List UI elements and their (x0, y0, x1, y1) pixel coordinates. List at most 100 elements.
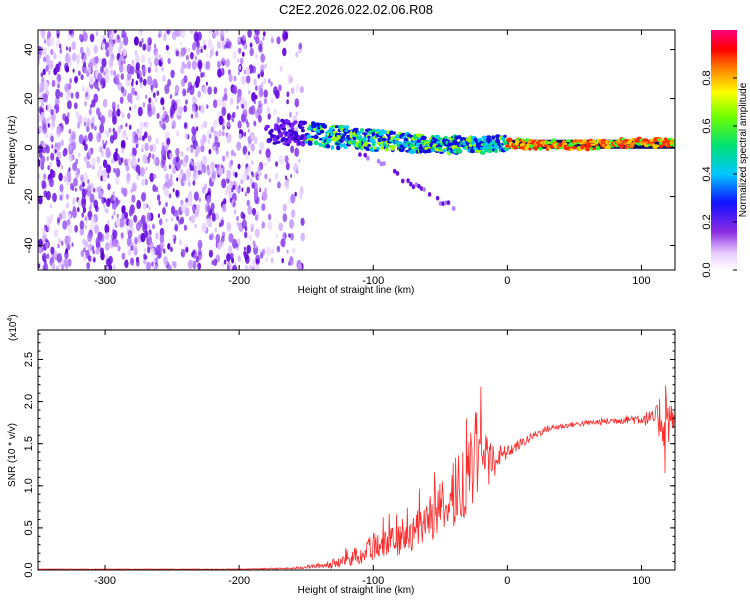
noise-speckle (142, 135, 145, 142)
signal-cell (278, 132, 284, 137)
noise-speckle (153, 265, 158, 270)
noise-speckle (39, 151, 43, 159)
noise-speckle (195, 171, 199, 179)
noise-speckle (154, 57, 159, 67)
noise-speckle (242, 51, 245, 57)
noise-speckle (99, 146, 103, 153)
noise-speckle (175, 155, 180, 164)
noise-speckle (225, 30, 228, 34)
spectrogram-xtick-label: -300 (94, 275, 116, 287)
noise-speckle (213, 119, 218, 129)
noise-speckle (142, 102, 146, 108)
noise-speckle (139, 30, 143, 37)
signal-cell (594, 142, 599, 145)
noise-speckle (174, 91, 177, 97)
noise-speckle (130, 188, 133, 194)
noise-speckle (226, 133, 232, 144)
noise-speckle (248, 90, 251, 95)
noise-speckle (107, 173, 110, 179)
noise-speckle (147, 103, 152, 112)
branch-cell (366, 155, 370, 161)
noise-speckle (211, 170, 216, 179)
noise-speckle (44, 81, 49, 91)
noise-speckle (116, 154, 120, 160)
snr-scale-exponent: 4 (7, 318, 14, 322)
noise-speckle (159, 234, 165, 244)
noise-speckle (72, 206, 76, 213)
noise-speckle (87, 232, 93, 243)
noise-speckle (135, 256, 140, 263)
noise-speckle (54, 250, 57, 257)
noise-speckle (134, 50, 138, 56)
noise-speckle (254, 192, 258, 201)
branch-cell (392, 168, 397, 174)
noise-speckle (216, 98, 221, 107)
signal-cell (281, 123, 286, 129)
noise-speckle (127, 229, 133, 239)
noise-speckle (140, 232, 146, 243)
noise-speckle (107, 109, 113, 118)
noise-speckle (215, 212, 219, 221)
noise-speckle (104, 129, 108, 135)
noise-speckle (275, 161, 278, 167)
branch-cell (358, 152, 362, 158)
noise-speckle (236, 105, 239, 110)
noise-speckle (119, 96, 124, 105)
noise-speckle (67, 223, 73, 234)
signal-cell (595, 145, 600, 151)
colorbar-gradient (711, 30, 737, 270)
branch-cell (414, 182, 419, 188)
signal-cell (572, 145, 577, 150)
noise-speckle (92, 249, 95, 255)
noise-speckle (154, 97, 158, 103)
noise-speckle (226, 120, 231, 128)
noise-speckle (38, 173, 41, 179)
spectrogram-ytick-label: 40 (23, 43, 35, 55)
signal-cell (469, 149, 476, 154)
noise-speckle (223, 93, 228, 101)
noise-speckle (236, 238, 241, 246)
noise-speckle (59, 184, 64, 193)
signal-cell (384, 148, 390, 152)
noise-speckle (131, 59, 135, 66)
snr-ytick-label: 2.5 (23, 352, 35, 367)
noise-speckle (186, 88, 190, 94)
noise-speckle (167, 57, 171, 65)
noise-speckle (72, 68, 75, 73)
noise-speckle (228, 233, 234, 243)
snr-xtick-label: -300 (94, 575, 116, 587)
noise-speckle (111, 215, 114, 220)
noise-speckle (64, 83, 69, 93)
noise-speckle (107, 183, 111, 191)
noise-speckle (83, 247, 86, 253)
noise-speckle (38, 105, 43, 114)
noise-speckle (232, 50, 237, 60)
noise-speckle (170, 246, 173, 253)
signal-cell (301, 120, 308, 125)
noise-speckle (263, 89, 268, 98)
noise-speckle (127, 157, 132, 165)
noise-speckle (264, 187, 267, 192)
noise-speckle (121, 112, 125, 119)
noise-speckle (123, 35, 129, 46)
noise-speckle (215, 50, 219, 57)
noise-speckle (257, 166, 261, 172)
signal-cell (620, 138, 626, 141)
noise-speckle (43, 173, 47, 180)
signal-cell (456, 135, 462, 140)
signal-cell (286, 143, 290, 147)
noise-speckle (265, 257, 268, 263)
noise-speckle (102, 98, 108, 108)
noise-speckle (120, 60, 124, 66)
noise-speckle (193, 53, 198, 62)
noise-speckle (125, 164, 130, 172)
noise-speckle (246, 75, 251, 84)
noise-speckle (133, 214, 138, 223)
branch-cell (435, 195, 440, 201)
noise-speckle (290, 173, 293, 178)
noise-speckle (179, 105, 184, 114)
noise-speckle (66, 112, 70, 118)
noise-speckle (124, 158, 129, 167)
noise-speckle (205, 60, 211, 70)
noise-speckle (71, 41, 76, 51)
